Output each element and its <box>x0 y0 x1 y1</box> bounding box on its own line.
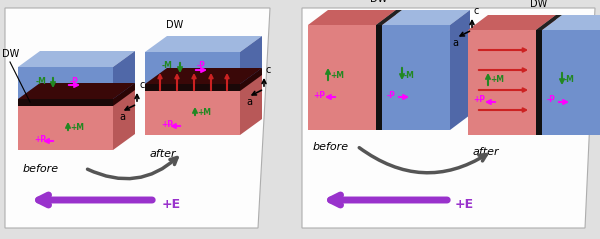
Text: c: c <box>139 80 145 90</box>
Polygon shape <box>382 25 450 130</box>
Polygon shape <box>308 10 396 25</box>
Polygon shape <box>450 10 470 130</box>
Polygon shape <box>18 67 113 100</box>
Text: -P: -P <box>70 76 79 86</box>
Text: +P: +P <box>34 135 46 143</box>
Polygon shape <box>145 74 262 90</box>
Text: DW: DW <box>530 0 548 9</box>
Text: a: a <box>452 38 458 48</box>
Polygon shape <box>536 15 562 30</box>
Text: +M: +M <box>70 123 84 131</box>
Text: -M: -M <box>404 71 415 80</box>
Text: after: after <box>473 147 500 157</box>
Polygon shape <box>240 68 262 91</box>
Polygon shape <box>18 99 113 106</box>
Text: a: a <box>246 97 252 107</box>
Text: +E: +E <box>455 198 474 211</box>
Polygon shape <box>145 90 240 135</box>
Text: after: after <box>150 149 176 159</box>
Polygon shape <box>113 51 135 100</box>
Text: +P: +P <box>473 96 485 104</box>
Text: -P: -P <box>547 96 556 104</box>
Text: +M: +M <box>197 108 211 116</box>
Polygon shape <box>18 89 135 105</box>
Polygon shape <box>18 51 135 67</box>
Text: DW: DW <box>370 0 388 4</box>
Polygon shape <box>240 36 262 85</box>
Polygon shape <box>536 30 542 135</box>
Polygon shape <box>145 84 240 91</box>
Polygon shape <box>18 83 135 99</box>
Polygon shape <box>145 52 240 85</box>
Text: before: before <box>23 164 59 174</box>
Text: -M: -M <box>162 61 173 71</box>
Text: -P: -P <box>387 91 396 99</box>
Polygon shape <box>542 15 600 30</box>
Text: c: c <box>474 6 479 16</box>
Text: +E: +E <box>162 198 181 211</box>
Polygon shape <box>5 8 270 228</box>
Text: DW: DW <box>166 20 184 30</box>
Polygon shape <box>382 10 470 25</box>
Polygon shape <box>536 15 556 135</box>
Text: +P: +P <box>313 91 325 99</box>
Polygon shape <box>18 105 113 150</box>
Text: -M: -M <box>564 76 575 85</box>
Polygon shape <box>376 10 396 130</box>
Text: -P: -P <box>197 61 206 71</box>
Polygon shape <box>113 89 135 150</box>
Polygon shape <box>376 25 382 130</box>
Polygon shape <box>145 36 262 52</box>
Polygon shape <box>308 25 376 130</box>
Polygon shape <box>542 30 600 135</box>
Polygon shape <box>376 10 402 25</box>
Polygon shape <box>240 74 262 135</box>
Polygon shape <box>468 30 536 135</box>
Polygon shape <box>113 83 135 106</box>
Polygon shape <box>302 8 595 228</box>
Text: +M: +M <box>330 71 344 80</box>
Polygon shape <box>145 68 262 84</box>
Text: -M: -M <box>35 76 46 86</box>
Text: a: a <box>119 112 125 122</box>
Text: DW: DW <box>2 49 19 59</box>
Text: +P: +P <box>161 120 173 129</box>
Text: before: before <box>313 142 349 152</box>
Polygon shape <box>468 15 556 30</box>
Text: c: c <box>266 65 271 75</box>
Text: +M: +M <box>490 76 504 85</box>
